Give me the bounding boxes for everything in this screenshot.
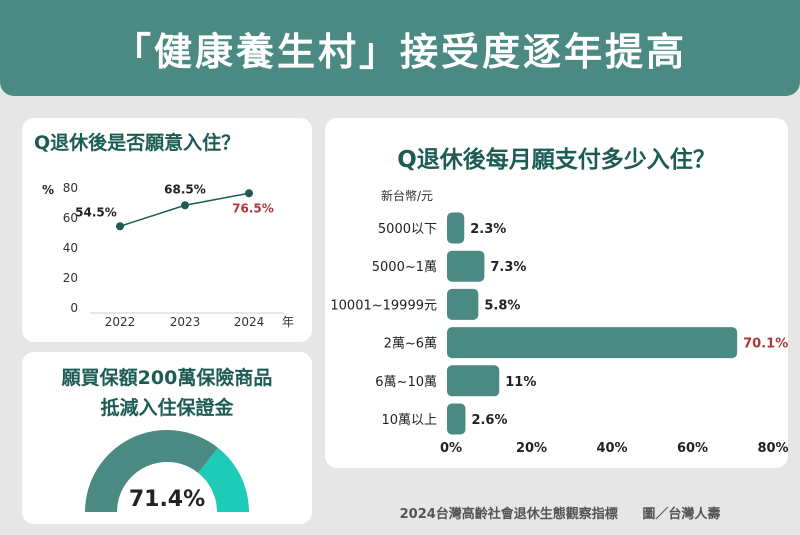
y-tick-label: 0 (70, 301, 78, 315)
gauge-chart: 71.4% (85, 430, 249, 512)
footer: 2024台灣高齡社會退休生態觀察指標 圖／台灣人壽 (330, 503, 790, 522)
bar (447, 327, 738, 359)
x-tick-label: 60% (677, 441, 708, 456)
y-tick-label: 20 (63, 271, 78, 285)
data-label: 54.5% (75, 205, 117, 219)
footer-credit: 圖／台灣人壽 (642, 507, 721, 522)
line-chart: % 0 20 40 60 80 2022 2023 2024 年 54.5% 68.5% 76.5% (42, 181, 294, 329)
data-label: 2.6% (471, 413, 507, 428)
data-label: 70.1% (743, 337, 788, 352)
x-tick-label: 2022 (105, 315, 136, 329)
category-label: 5000以下 (378, 222, 437, 237)
data-label: 2.3% (470, 222, 506, 237)
y-tick-label: 80 (63, 181, 78, 195)
x-tick-label: 2024 (234, 315, 265, 329)
x-tick-label: 2023 (170, 315, 201, 329)
insurance-card: 願買保額200萬保險商品 抵減入住保證金 71.4% (22, 352, 312, 524)
category-label: 10萬以上 (381, 413, 437, 428)
bar-chart-title: Q退休後每月願支付多少入住？ (397, 147, 716, 173)
gauge-title-line2: 抵減入住保證金 (100, 397, 234, 419)
data-label: 76.5% (232, 201, 274, 215)
y-axis-label: 新台幣/元 (381, 188, 433, 203)
bar (447, 288, 479, 320)
footer-source: 2024台灣高齡社會退休生態觀察指標 (399, 507, 618, 522)
x-tick-label: 0% (440, 441, 462, 456)
x-tick-label: 40% (596, 441, 627, 456)
y-tick-label: 40 (63, 241, 78, 255)
data-label: 7.3% (490, 260, 526, 275)
category-label: 2萬~6萬 (384, 337, 437, 352)
gauge-remaining-segment (198, 447, 249, 512)
data-label: 68.5% (164, 182, 206, 196)
gauge-title-line1: 願買保額200萬保險商品 (61, 367, 273, 389)
bar (447, 365, 500, 397)
y-axis-label: % (42, 183, 54, 197)
data-label: 11% (505, 375, 536, 390)
data-point (181, 201, 189, 210)
page-title: 「健康養生村」接受度逐年提高 (112, 29, 687, 74)
willingness-card: Q退休後是否願意入住？ % 0 20 40 60 80 2022 2023 2024 年 54.5%… (22, 118, 312, 342)
x-axis-label: 年 (282, 315, 294, 329)
payment-card: Q退休後每月願支付多少入住？ 新台幣/元 5000以下 2.3% 5000~1萬 7.3… (325, 118, 788, 468)
data-point (245, 189, 253, 198)
category-label: 5000~1萬 (372, 260, 437, 275)
gauge-filled-segment (85, 430, 219, 512)
series-line (119, 192, 250, 227)
data-label: 5.8% (484, 298, 520, 313)
line-chart-title: Q退休後是否願意入住？ (34, 132, 241, 154)
x-tick-label: 80% (757, 441, 788, 456)
bar-chart: 新台幣/元 5000以下 2.3% 5000~1萬 7.3% 10001~19999元 5.… (330, 188, 788, 456)
header-banner: 「健康養生村」接受度逐年提高 (0, 0, 800, 96)
category-label: 10001~19999元 (330, 298, 437, 313)
bar (447, 403, 466, 435)
bar (447, 250, 485, 282)
category-label: 6萬~10萬 (375, 375, 437, 390)
data-point (116, 222, 124, 231)
y-tick-label: 60 (63, 211, 78, 225)
gauge-value-label: 71.4% (129, 487, 205, 512)
x-tick-label: 20% (516, 441, 547, 456)
bar (447, 212, 465, 244)
